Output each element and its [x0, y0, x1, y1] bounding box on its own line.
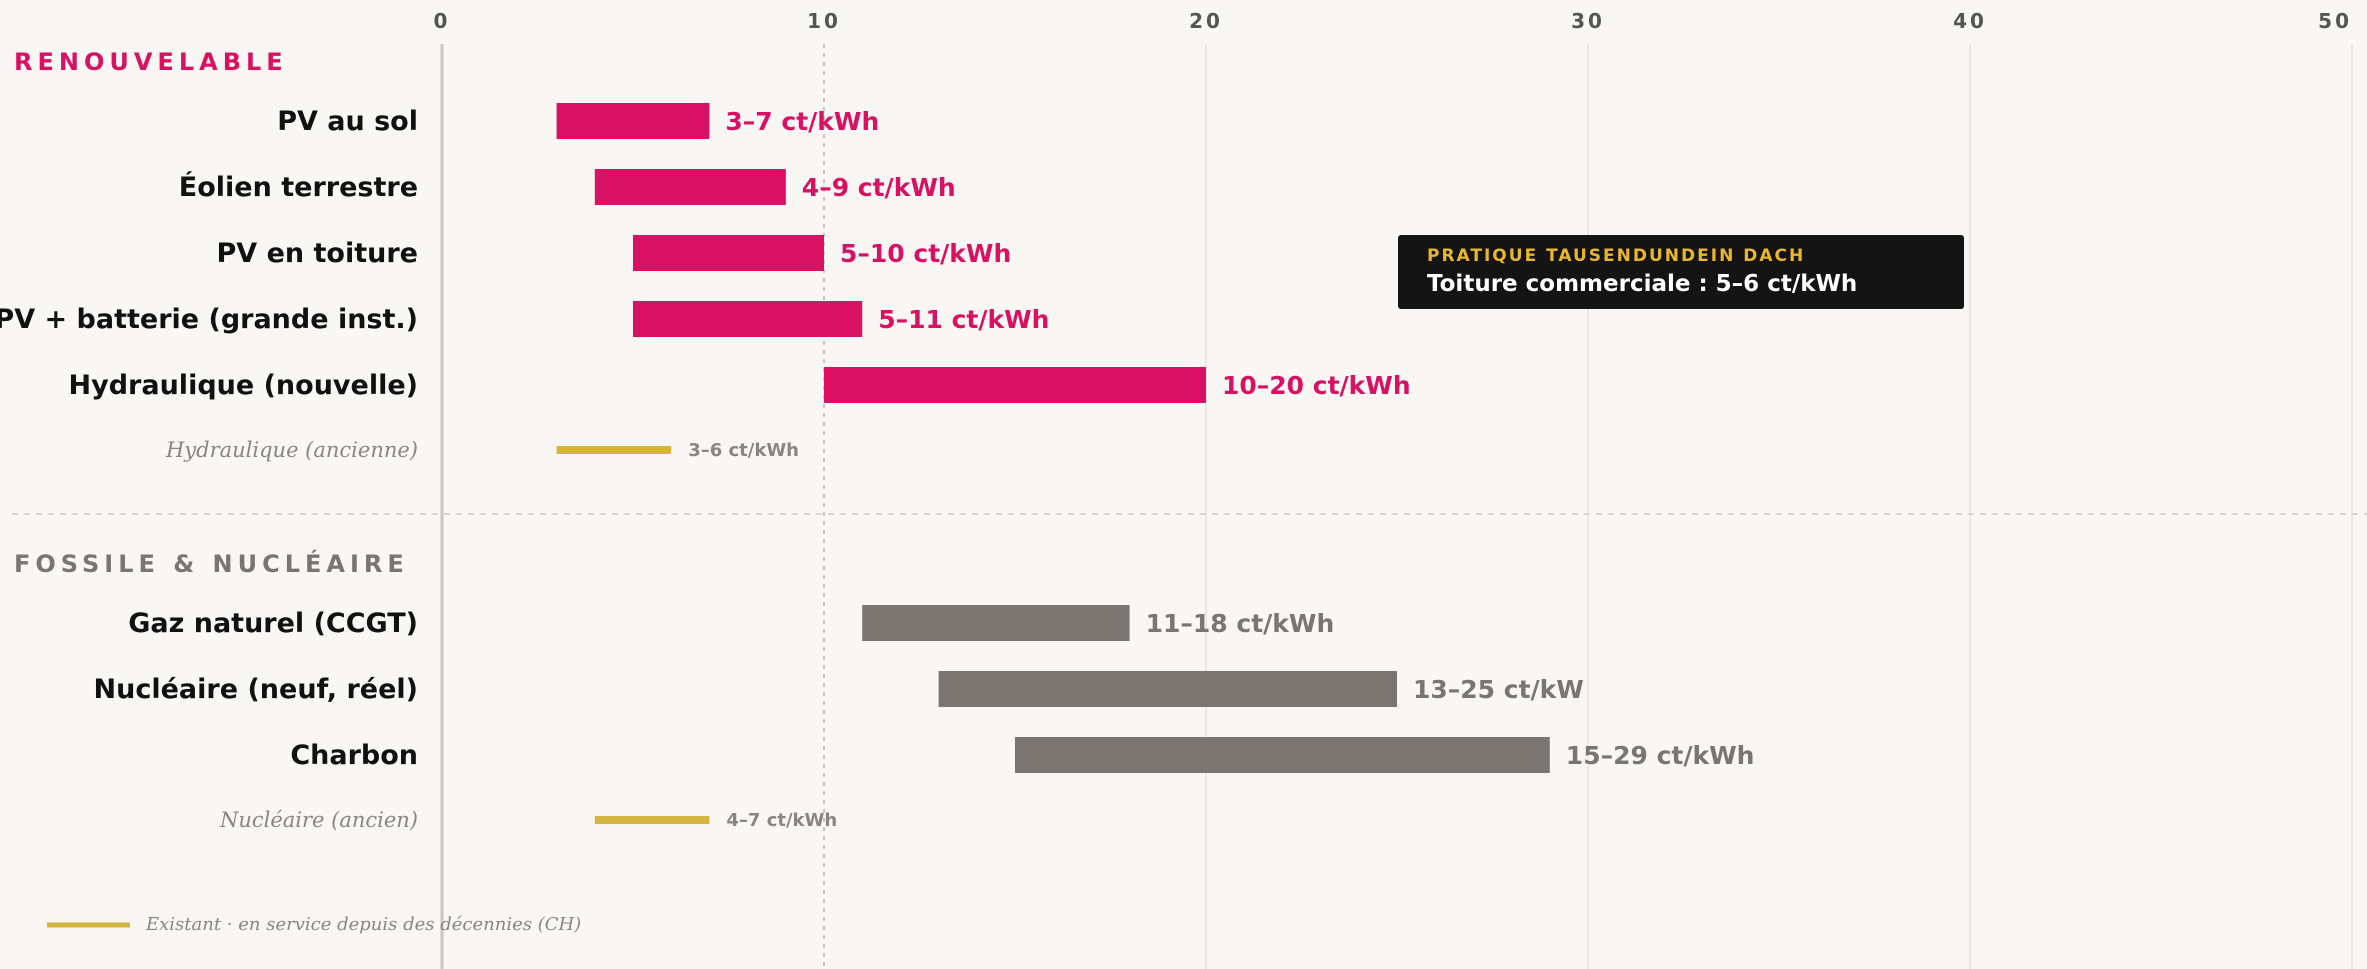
x-tick-label: 30 — [1571, 9, 1605, 33]
range-bar — [633, 235, 824, 271]
value-label: 5–11 ct/kWh — [878, 305, 1049, 334]
range-bar — [824, 367, 1206, 403]
row-label: PV en toiture — [217, 238, 419, 269]
row-label: Gaz naturel (CCGT) — [128, 608, 418, 639]
x-tick-label: 0 — [434, 9, 451, 33]
legacy-range-bar — [594, 816, 710, 824]
x-tick-label: 10 — [807, 9, 841, 33]
range-bar — [633, 301, 863, 337]
x-tick-label: 50 — [2318, 9, 2352, 33]
legacy-value-label: 3–6 ct/kWh — [688, 440, 799, 461]
range-bar — [556, 103, 710, 139]
row-label: Charbon — [290, 740, 418, 771]
row-label: PV + batterie (grande inst.) — [0, 304, 418, 335]
legacy-row-label: Nucléaire (ancien) — [219, 808, 418, 832]
range-bar — [862, 605, 1130, 641]
legend-label: Existant · en service depuis des décenni… — [145, 914, 581, 935]
legacy-row-label: Hydraulique (ancienne) — [165, 438, 418, 462]
callout-eyebrow: PRATIQUE TAUSENDUNDEIN DACH — [1427, 246, 1806, 266]
range-bar — [594, 169, 786, 205]
value-label: 3–7 ct/kWh — [725, 107, 879, 136]
value-label: 15–29 ct/kWh — [1566, 741, 1755, 770]
row-label: Éolien terrestre — [179, 171, 418, 203]
section-title: RENOUVELABLE — [14, 48, 288, 76]
range-bar — [938, 671, 1397, 707]
value-label: 13–25 ct/kW — [1413, 675, 1584, 704]
section-title: FOSSILE & NUCLÉAIRE — [14, 549, 409, 578]
value-label: 4–9 ct/kWh — [802, 173, 956, 202]
value-label: 5–10 ct/kWh — [840, 239, 1011, 268]
row-label: Nucléaire (neuf, réel) — [94, 674, 418, 705]
row-label: Hydraulique (nouvelle) — [69, 370, 418, 401]
x-tick-label: 40 — [1953, 9, 1987, 33]
legacy-value-label: 4–7 ct/kWh — [726, 810, 837, 831]
range-bar — [1015, 737, 1550, 773]
value-label: 11–18 ct/kWh — [1146, 609, 1335, 638]
x-tick-label: 20 — [1189, 9, 1223, 33]
callout-box: PRATIQUE TAUSENDUNDEIN DACH Toiture comm… — [1398, 235, 1964, 309]
value-label: 10–20 ct/kWh — [1222, 371, 1411, 400]
row-label: PV au sol — [277, 106, 418, 137]
legacy-range-bar — [556, 446, 672, 454]
callout-text: Toiture commerciale : 5–6 ct/kWh — [1427, 271, 1858, 297]
